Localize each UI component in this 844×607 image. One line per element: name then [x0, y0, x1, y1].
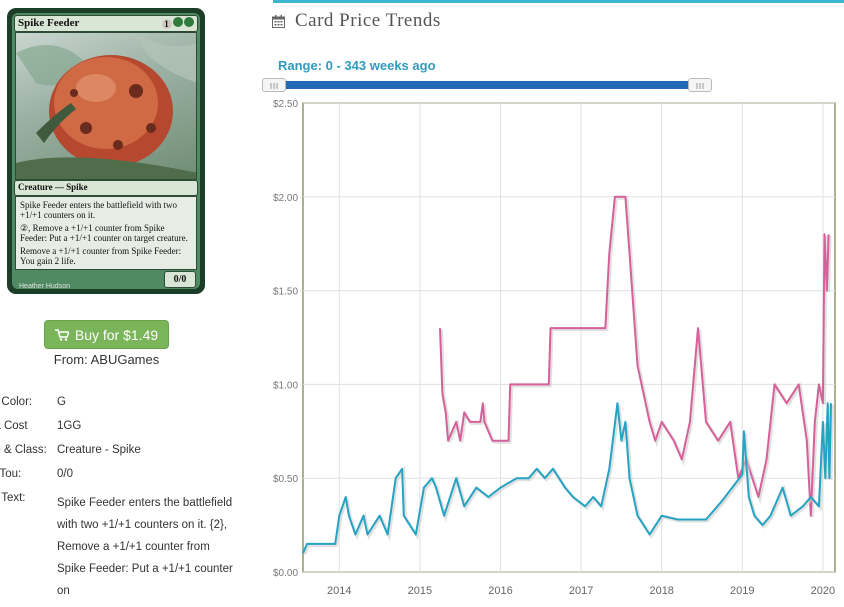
mana-cost-symbols: 1	[162, 17, 194, 29]
x-tick-label: 2014	[327, 585, 351, 597]
section-heading: Card Price Trends	[272, 10, 441, 32]
detail-label: na Cost	[0, 420, 28, 432]
card-name: Spike Feeder	[18, 17, 80, 29]
card-type-line: Creature — Spike	[18, 182, 88, 192]
card-image: Spike Feeder 1 Creature — Spike Spike Fe…	[7, 8, 205, 294]
grip-icon	[696, 83, 704, 89]
y-tick-label: $2.50	[273, 100, 298, 110]
green-mana-icon	[184, 17, 194, 27]
card-rules-text: Remove a +1/+1 counter from Spike Feeder…	[20, 246, 182, 266]
range-slider[interactable]	[262, 78, 712, 92]
section-title: Card Price Trends	[295, 10, 441, 31]
detail-value: G	[57, 396, 66, 408]
card-rules-text: ②, Remove a +1/+1 counter from Spike Fee…	[20, 223, 188, 243]
slider-handle-start[interactable]	[262, 78, 286, 92]
series-line	[439, 195, 830, 517]
detail-label: w/Tou:	[0, 468, 22, 480]
card-rules-text: Spike Feeder enters the battlefield with…	[20, 200, 177, 220]
y-tick-label: $0.50	[273, 474, 298, 485]
card-art	[15, 32, 197, 180]
section-accent-line	[273, 0, 844, 3]
price-trend-chart[interactable]: $0.00 $0.50 $1.00 $1.50 $2.00 $2.50 2014 2015 20…	[272, 100, 838, 600]
generic-mana-icon: 1	[162, 19, 172, 29]
x-tick-label: 2015	[408, 585, 432, 597]
y-tick-label: $1.50	[273, 287, 298, 298]
cart-icon	[54, 328, 69, 341]
series-line	[302, 402, 832, 554]
detail-value: 1GG	[57, 420, 82, 432]
detail-label: pe & Class:	[0, 444, 47, 456]
detail-label: rd Text:	[0, 492, 26, 504]
y-tick-label: $2.00	[273, 193, 298, 204]
detail-value: Creature - Spike	[57, 444, 141, 456]
detail-value: 0/0	[57, 468, 73, 480]
grip-icon	[270, 83, 278, 89]
card-name-bar: Spike Feeder 1	[14, 15, 198, 32]
seller-source: From: ABUGames	[53, 352, 160, 367]
x-tick-label: 2020	[811, 585, 835, 597]
detail-value: Spike Feeder enters the battlefield with…	[57, 497, 233, 597]
series-line-shadow	[440, 196, 832, 518]
calendar-icon	[272, 14, 285, 28]
card-type-bar: Creature — Spike	[14, 180, 198, 196]
card-rules-box: Spike Feeder enters the battlefield with…	[15, 196, 197, 270]
green-mana-icon	[173, 17, 183, 27]
plot-area	[302, 102, 836, 573]
range-label: Range: 0 - 343 weeks ago	[278, 58, 436, 73]
card-artist: Heather Hudson	[19, 283, 70, 290]
x-tick-label: 2017	[569, 585, 593, 597]
buy-button-label: Buy for $1.49	[74, 326, 159, 343]
x-tick-label: 2016	[488, 585, 512, 597]
card-power-toughness: 0/0	[164, 271, 196, 288]
buy-button[interactable]: Buy for $1.49	[44, 320, 169, 349]
y-tick-label: $0.00	[273, 568, 298, 579]
x-tick-label: 2018	[649, 585, 673, 597]
spike-art-illustration	[16, 33, 196, 179]
slider-handle-end[interactable]	[688, 78, 712, 92]
y-tick-label: $1.00	[273, 380, 298, 391]
slider-track	[270, 81, 704, 89]
x-tick-label: 2019	[730, 585, 754, 597]
detail-label: rd Color:	[0, 396, 33, 408]
